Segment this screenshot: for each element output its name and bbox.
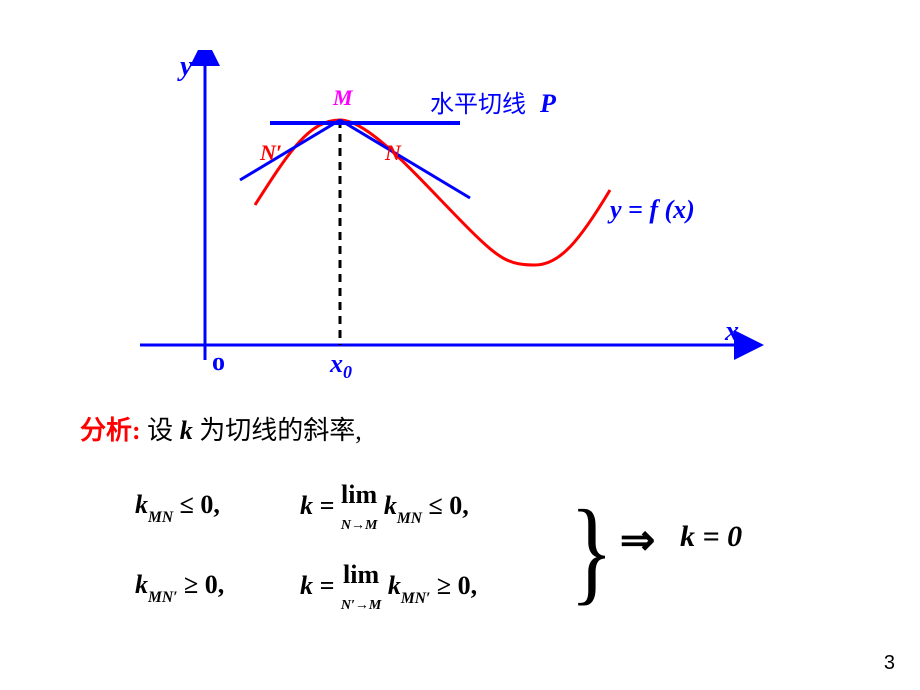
right-brace: } xyxy=(570,485,613,619)
math-result: k = 0 xyxy=(680,520,742,554)
math-kmnp-ge: kMN′ ≥ 0, xyxy=(135,570,224,604)
secant-right xyxy=(340,120,470,198)
analysis-k: k xyxy=(180,416,193,445)
origin-label: o xyxy=(212,347,225,376)
func-label: y = f (x) xyxy=(607,195,695,224)
page-number: 3 xyxy=(884,652,895,675)
curve xyxy=(255,120,610,265)
x0-label: x0 xyxy=(329,349,352,382)
math-kmn-le: kMN ≤ 0, xyxy=(135,490,220,524)
lim-block-1: lim N→M xyxy=(341,482,378,534)
m-label: M xyxy=(332,85,354,110)
n-label: N xyxy=(384,140,402,165)
analysis-label: 分析: xyxy=(80,416,141,445)
y-axis-label: y xyxy=(177,51,193,82)
analysis-post: 为切线的斜率, xyxy=(193,416,362,445)
diagram-svg: y x o x0 M N N′ 水平切线 P y = f (x) xyxy=(140,50,780,390)
nprime-label: N′ xyxy=(259,140,282,165)
tangent-text: 水平切线 xyxy=(430,91,526,118)
analysis-line: 分析: 设 k 为切线的斜率, xyxy=(80,410,362,447)
analysis-text: 设 k 为切线的斜率, xyxy=(147,416,362,445)
math-lim-kmnp: k = lim N′→M kMN′ ≥ 0, xyxy=(300,562,477,614)
implies-symbol: ⇒ xyxy=(620,515,655,565)
analysis-pre: 设 xyxy=(147,416,180,445)
p-label: P xyxy=(539,89,557,118)
math-lim-kmn: k = lim N→M kMN ≤ 0, xyxy=(300,482,469,534)
x-axis-label: x xyxy=(724,316,739,347)
diagram-container: y x o x0 M N N′ 水平切线 P y = f (x) xyxy=(140,50,780,390)
lim-block-2: lim N′→M xyxy=(341,562,382,614)
secant-left xyxy=(240,120,340,180)
